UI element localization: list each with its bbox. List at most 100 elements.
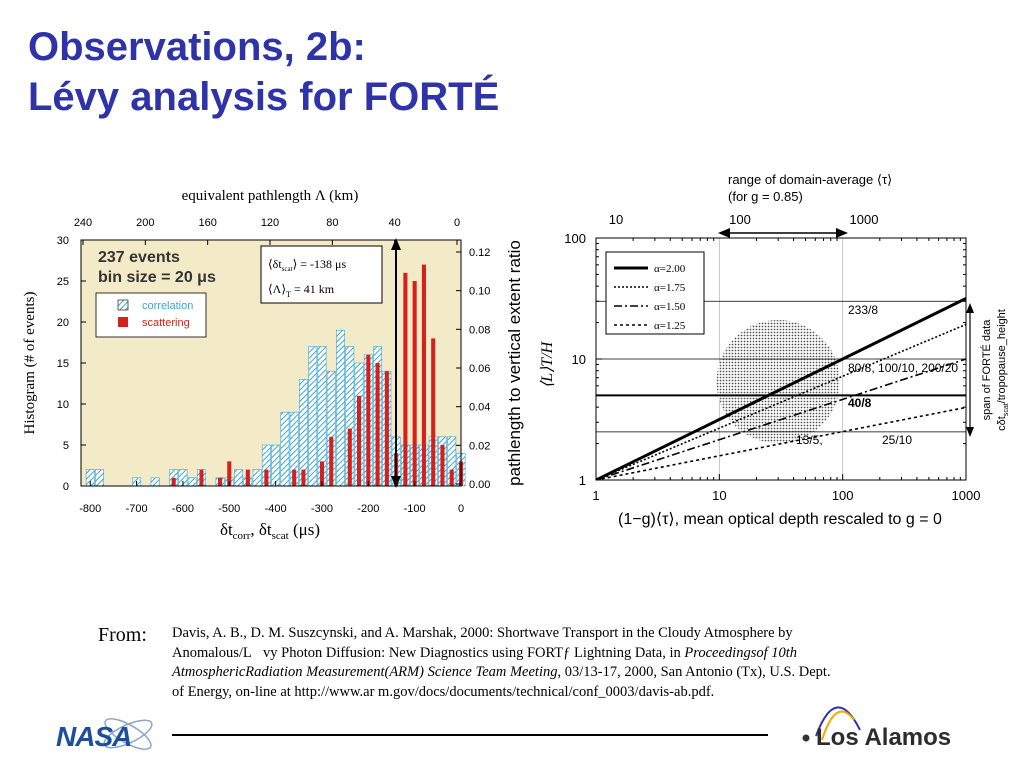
x-tick-label: -800 — [79, 503, 101, 515]
scattering-bar — [319, 461, 325, 486]
y-tick-label: 15 — [57, 358, 69, 370]
label-40-8: 40/8 — [848, 396, 872, 410]
range-arrow-left-head — [718, 228, 730, 238]
citation-text: Davis, A. B., D. M. Suszcynski, and A. M… — [172, 624, 832, 702]
correlation-bar — [308, 346, 318, 487]
x-tick-label: -600 — [172, 503, 194, 515]
alpha-line — [596, 297, 966, 480]
scattering-bar — [347, 428, 352, 486]
scattering-bar — [375, 363, 380, 486]
y-tick-label: 20 — [57, 317, 69, 329]
range-arrow-right-head — [836, 228, 848, 238]
legend-label: α=1.25 — [654, 320, 686, 332]
x-tick-label: -700 — [126, 503, 148, 515]
right-tick-label: 0.08 — [469, 324, 490, 336]
shaded-domain-region — [716, 319, 840, 444]
loglog-y-label: ⟨L⟩T/H — [539, 340, 556, 388]
top-axis-label: equivalent pathlength Λ (km) — [182, 188, 359, 204]
correlation-bar — [187, 477, 197, 487]
alpha-line — [596, 358, 966, 480]
legend-label: α=1.75 — [654, 282, 686, 294]
label-25-10: 25/10 — [882, 433, 912, 447]
right-tick-label: 0.04 — [469, 402, 490, 414]
top-tick-label: 0 — [454, 217, 460, 229]
label-13-5: 13/5, — [796, 433, 823, 447]
top-title-line-2: (for g = 0.85) — [728, 189, 803, 204]
forte-span-formula: cδtscat/tropopause_height — [996, 309, 1010, 431]
scattering-bar — [449, 469, 454, 486]
loglog-x-label: (1−g)⟨τ⟩, mean optical depth rescaled to… — [618, 511, 942, 528]
histogram-bars — [85, 264, 466, 487]
top-tick-labels: 10 100 1000 — [609, 212, 879, 227]
alpha-line — [596, 406, 966, 480]
scattering-bar — [403, 272, 408, 486]
correlation-bar — [234, 469, 243, 487]
scattering-bar — [245, 469, 250, 486]
scattering-bar — [366, 354, 371, 486]
x-tick-label: 1000 — [952, 488, 981, 503]
top-tick-label: 40 — [389, 217, 401, 229]
legend-label-correlation: correlation — [142, 300, 193, 312]
y-tick-label: 10 — [57, 399, 69, 411]
correlation-bar — [95, 469, 104, 487]
los-alamos-logo: Los Alamos — [802, 706, 951, 751]
y-tick-label: 10 — [572, 352, 586, 367]
top-tick-label: 10 — [609, 212, 623, 227]
scattering-bar — [329, 436, 334, 486]
histogram-axes: -800 -700 -600 -500 -400 -300 -200 -100 0 0 5 10 15 2… — [57, 217, 491, 515]
slide-title: Observations, 2b: Lévy analysis for FORT… — [28, 22, 499, 122]
y-tick-label: 1 — [579, 473, 586, 488]
x-tick-label: -200 — [357, 503, 379, 515]
scattering-bar — [440, 445, 445, 486]
correlation-bar — [280, 411, 290, 487]
top-tick-label: 100 — [729, 212, 751, 227]
x-tick-label: -500 — [218, 503, 240, 515]
events-text: 237 events — [98, 249, 180, 266]
legend-label: α=2.00 — [654, 263, 686, 275]
annotation-line-2: ⟨Λ⟩T = 41 km — [268, 282, 335, 299]
histogram-right-label: pathlength to vertical extent ratio — [505, 240, 524, 486]
x-tick-label: 0 — [458, 503, 464, 515]
x-tick-label: 10 — [712, 488, 726, 503]
legend-swatch-correlation — [117, 299, 129, 311]
top-tick-label: 1000 — [850, 212, 879, 227]
scattering-bar — [301, 469, 306, 486]
levy-loglog-chart: range of domain-average ⟨τ⟩ (for g = 0.8… — [539, 172, 1010, 528]
citation-italic: Proceedingsof 10th AtmosphericRadiation … — [172, 644, 798, 681]
annotation-line-1: ⟨δtscat⟩ = -138 μs — [268, 257, 346, 273]
alpha-legend-box — [605, 251, 705, 335]
right-tick-label: 0.00 — [469, 479, 490, 491]
top-tick-label: 160 — [198, 217, 216, 229]
los-alamos-logo-text: Los Alamos — [816, 724, 951, 751]
correlation-bar — [252, 469, 262, 487]
bin-size-text: bin size = 20 μs — [98, 269, 216, 286]
scattering-bar — [384, 371, 389, 486]
right-tick-label: 0.12 — [469, 247, 490, 259]
scattering-bar — [199, 469, 204, 486]
x-tick-label: 100 — [832, 488, 854, 503]
scattering-bar — [421, 264, 426, 486]
from-label: From: — [98, 624, 147, 646]
histogram-frame — [80, 239, 462, 487]
title-line-2: Lévy analysis for FORTÉ — [28, 75, 500, 119]
alpha-legend: α=2.00 α=1.75 α=1.50 α=1.25 — [614, 263, 686, 332]
alpha-line — [596, 323, 966, 480]
top-tick-label: 240 — [74, 217, 92, 229]
y-tick-label: 30 — [57, 235, 69, 247]
nasa-logo-text: NASA — [56, 721, 131, 752]
scattering-bar — [412, 281, 417, 486]
legend-label: α=1.50 — [654, 301, 686, 313]
forte-span-arrow-top — [966, 303, 974, 313]
citation-rule — [172, 734, 768, 736]
right-tick-label: 0.02 — [469, 440, 490, 452]
forte-span-arrow-bottom — [966, 427, 974, 437]
legend-swatch-scattering — [118, 317, 128, 327]
x-tick-label: 1 — [592, 488, 599, 503]
mean-marker-arrow-down — [391, 476, 401, 488]
top-title-line-1: range of domain-average ⟨τ⟩ — [728, 172, 892, 187]
loglog-axes: 1 10 100 1000 1 10 100 — [564, 231, 980, 503]
legend-box — [95, 292, 207, 338]
right-tick-label: 0.10 — [469, 286, 490, 298]
label-80-8: 80/8, 100/10, 200/20 — [848, 361, 958, 375]
annotation-box — [260, 245, 383, 304]
